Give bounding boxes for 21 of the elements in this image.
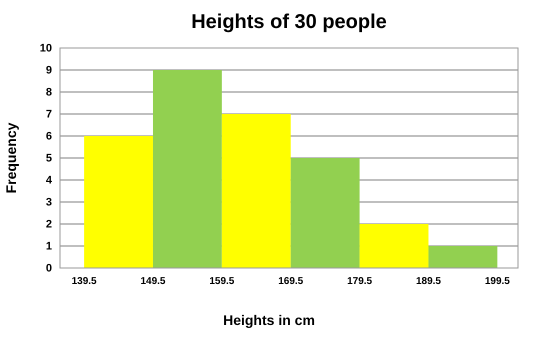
x-tick-label: 179.5 <box>347 276 373 288</box>
y-tick-label: 3 <box>46 196 52 209</box>
y-axis-title: Frequency <box>3 122 19 194</box>
x-axis-title: Heights in cm <box>223 312 315 328</box>
x-tick-label: 139.5 <box>72 276 98 288</box>
y-tick-label: 9 <box>46 64 52 77</box>
y-tick-label: 4 <box>46 174 53 187</box>
y-tick-label: 2 <box>46 218 52 231</box>
x-tick-label: 199.5 <box>484 276 510 288</box>
x-tick-label: 149.5 <box>140 276 166 288</box>
y-tick-label: 0 <box>46 262 52 275</box>
x-tick-label: 189.5 <box>416 276 442 288</box>
y-tick-label: 10 <box>40 42 52 55</box>
y-tick-label: 1 <box>46 240 52 253</box>
y-tick-label: 7 <box>46 108 52 121</box>
y-tick-label: 6 <box>46 130 52 143</box>
y-tick-label: 5 <box>46 152 52 165</box>
x-tick-label: 159.5 <box>209 276 235 288</box>
x-tick-label: 169.5 <box>278 276 304 288</box>
chart-title: Heights of 30 people <box>191 11 387 33</box>
y-tick-label: 8 <box>46 86 52 99</box>
